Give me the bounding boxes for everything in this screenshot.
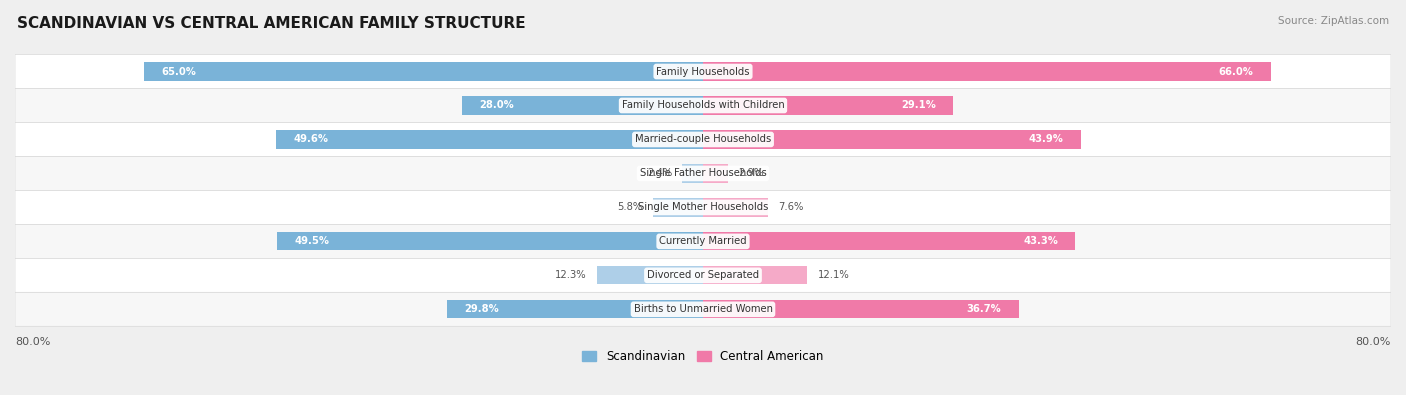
Text: Family Households: Family Households — [657, 66, 749, 77]
Bar — [703, 130, 1081, 149]
Text: 65.0%: 65.0% — [162, 66, 195, 77]
Text: 7.6%: 7.6% — [779, 202, 804, 213]
Bar — [703, 164, 728, 182]
Text: 49.6%: 49.6% — [294, 134, 329, 145]
Bar — [654, 198, 703, 216]
Text: 49.5%: 49.5% — [294, 236, 329, 246]
FancyBboxPatch shape — [15, 55, 1391, 88]
Text: 29.8%: 29.8% — [464, 304, 499, 314]
Text: Divorced or Separated: Divorced or Separated — [647, 270, 759, 280]
Text: 2.9%: 2.9% — [738, 168, 763, 179]
Text: Source: ZipAtlas.com: Source: ZipAtlas.com — [1278, 16, 1389, 26]
Text: SCANDINAVIAN VS CENTRAL AMERICAN FAMILY STRUCTURE: SCANDINAVIAN VS CENTRAL AMERICAN FAMILY … — [17, 16, 526, 31]
Text: Births to Unmarried Women: Births to Unmarried Women — [634, 304, 772, 314]
Bar — [703, 96, 953, 115]
Bar — [447, 300, 703, 318]
FancyBboxPatch shape — [15, 224, 1391, 258]
Text: Married-couple Households: Married-couple Households — [636, 134, 770, 145]
Text: 36.7%: 36.7% — [967, 304, 1001, 314]
Text: Single Father Households: Single Father Households — [640, 168, 766, 179]
Text: 43.3%: 43.3% — [1024, 236, 1059, 246]
Text: 29.1%: 29.1% — [901, 100, 936, 111]
Bar — [703, 300, 1018, 318]
FancyBboxPatch shape — [15, 258, 1391, 292]
Text: Single Mother Households: Single Mother Households — [638, 202, 768, 213]
Text: Currently Married: Currently Married — [659, 236, 747, 246]
FancyBboxPatch shape — [15, 292, 1391, 326]
Bar — [277, 130, 703, 149]
Text: Family Households with Children: Family Households with Children — [621, 100, 785, 111]
Bar — [463, 96, 703, 115]
Text: 28.0%: 28.0% — [479, 100, 515, 111]
Bar — [277, 232, 703, 250]
Text: 66.0%: 66.0% — [1219, 66, 1253, 77]
Text: 12.1%: 12.1% — [817, 270, 849, 280]
Bar — [703, 198, 768, 216]
FancyBboxPatch shape — [15, 88, 1391, 122]
Text: 5.8%: 5.8% — [617, 202, 643, 213]
FancyBboxPatch shape — [15, 122, 1391, 156]
Text: 80.0%: 80.0% — [1355, 337, 1391, 347]
FancyBboxPatch shape — [15, 190, 1391, 224]
Bar — [703, 266, 807, 284]
Legend: Scandinavian, Central American: Scandinavian, Central American — [578, 345, 828, 368]
Bar — [143, 62, 703, 81]
Text: 2.4%: 2.4% — [647, 168, 672, 179]
Text: 43.9%: 43.9% — [1028, 134, 1063, 145]
Bar — [598, 266, 703, 284]
Bar — [682, 164, 703, 182]
FancyBboxPatch shape — [15, 156, 1391, 190]
Text: 80.0%: 80.0% — [15, 337, 51, 347]
Text: 12.3%: 12.3% — [555, 270, 586, 280]
Bar — [703, 232, 1076, 250]
Bar — [703, 62, 1271, 81]
